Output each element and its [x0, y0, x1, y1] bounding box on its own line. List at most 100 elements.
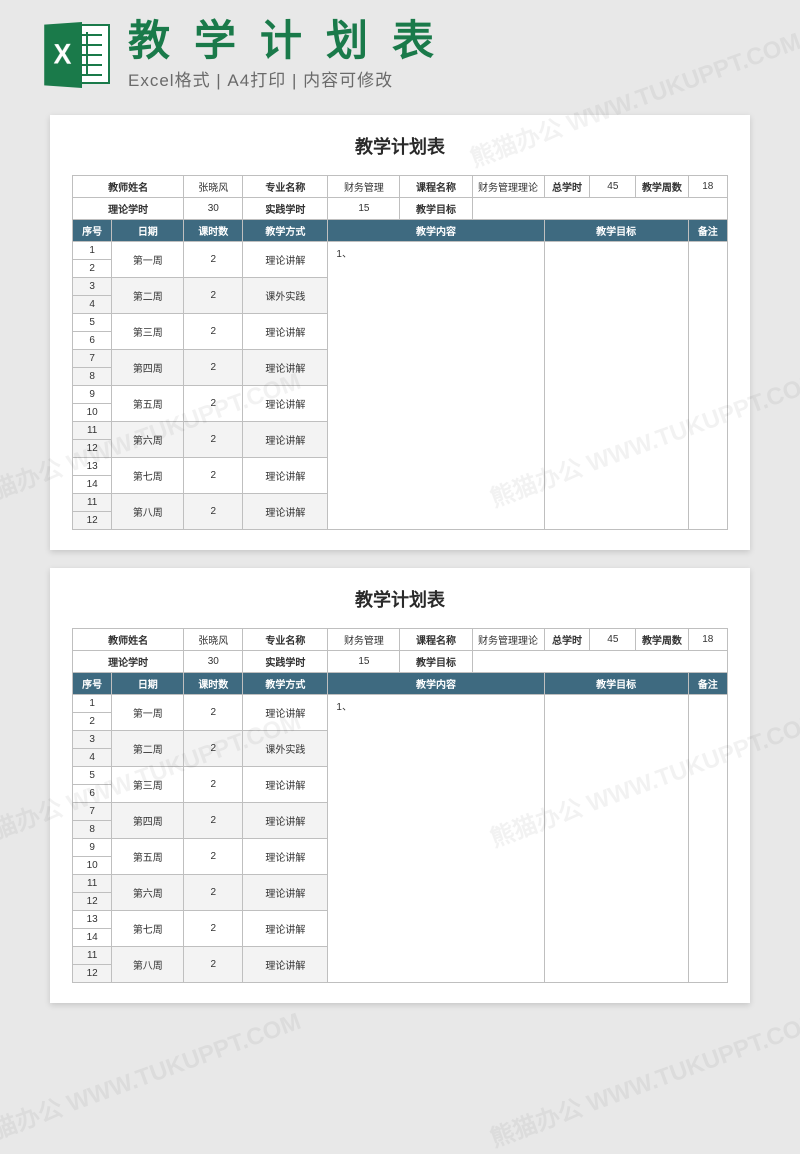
col-goal: 教学目标 — [544, 220, 688, 242]
label-theory-hours: 理论学时 — [73, 198, 184, 220]
cell-seq: 14 — [73, 476, 112, 494]
cell-seq: 1 — [73, 695, 112, 713]
cell-seq: 12 — [73, 440, 112, 458]
cell-remark — [688, 242, 727, 530]
cell-seq: 11 — [73, 494, 112, 512]
cell-goal — [544, 695, 688, 983]
cell-hours: 2 — [184, 494, 243, 530]
label-weeks: 教学周数 — [636, 176, 688, 198]
cell-date: 第六周 — [112, 422, 184, 458]
value-weeks: 18 — [688, 629, 727, 651]
cell-seq: 12 — [73, 512, 112, 530]
table-row: 1第一周2理论讲解1、 — [73, 695, 728, 713]
value-teacher: 张晓风 — [184, 176, 243, 198]
cell-seq: 8 — [73, 821, 112, 839]
excel-icon-letter: X — [53, 38, 71, 71]
cell-hours: 2 — [184, 458, 243, 494]
value-major: 财务管理 — [328, 176, 400, 198]
cell-hours: 2 — [184, 386, 243, 422]
table-header: 序号 日期 课时数 教学方式 教学内容 教学目标 备注 — [73, 220, 728, 242]
cell-seq: 4 — [73, 296, 112, 314]
col-method: 教学方式 — [243, 220, 328, 242]
cell-seq: 14 — [73, 929, 112, 947]
plan-table: 教师姓名 张晓风 专业名称 财务管理 课程名称 财务管理理论 总学时 45 教学… — [72, 628, 728, 983]
cell-seq: 12 — [73, 893, 112, 911]
col-date: 日期 — [112, 673, 184, 695]
cell-seq: 2 — [73, 713, 112, 731]
cell-hours: 2 — [184, 839, 243, 875]
cell-hours: 2 — [184, 350, 243, 386]
cell-date: 第五周 — [112, 839, 184, 875]
cell-date: 第一周 — [112, 695, 184, 731]
cell-date: 第二周 — [112, 731, 184, 767]
label-teach-goal: 教学目标 — [400, 651, 472, 673]
label-practice-hours: 实践学时 — [243, 198, 328, 220]
watermark: 熊猫办公 WWW.TUKUPPT.COM — [0, 1001, 305, 1153]
document-page: 教学计划表 教师姓名 张晓风 专业名称 财务管理 课程名称 财务管理理论 总学时… — [50, 568, 750, 1003]
cell-seq: 13 — [73, 911, 112, 929]
cell-seq: 9 — [73, 839, 112, 857]
cell-hours: 2 — [184, 803, 243, 839]
label-total-hours: 总学时 — [544, 176, 590, 198]
cell-date: 第四周 — [112, 350, 184, 386]
label-theory-hours: 理论学时 — [73, 651, 184, 673]
label-teacher: 教师姓名 — [73, 629, 184, 651]
cell-method: 理论讲解 — [243, 314, 328, 350]
cell-goal — [544, 242, 688, 530]
cell-hours: 2 — [184, 911, 243, 947]
table-row: 1第一周2理论讲解1、 — [73, 242, 728, 260]
col-seq: 序号 — [73, 220, 112, 242]
cell-method: 理论讲解 — [243, 422, 328, 458]
cell-hours: 2 — [184, 731, 243, 767]
cell-seq: 10 — [73, 857, 112, 875]
cell-hours: 2 — [184, 278, 243, 314]
cell-hours: 2 — [184, 422, 243, 458]
cell-hours: 2 — [184, 875, 243, 911]
cell-date: 第八周 — [112, 494, 184, 530]
cell-seq: 10 — [73, 404, 112, 422]
cell-seq: 6 — [73, 785, 112, 803]
value-course: 财务管理理论 — [472, 176, 544, 198]
info-row: 教师姓名 张晓风 专业名称 财务管理 课程名称 财务管理理论 总学时 45 教学… — [73, 176, 728, 198]
value-teach-goal — [472, 651, 727, 673]
page-title: 教学计划表 — [72, 586, 728, 612]
label-major: 专业名称 — [243, 176, 328, 198]
cell-seq: 11 — [73, 875, 112, 893]
value-theory-hours: 30 — [184, 651, 243, 673]
cell-remark — [688, 695, 727, 983]
col-remark: 备注 — [688, 220, 727, 242]
cell-method: 课外实践 — [243, 278, 328, 314]
cell-seq: 3 — [73, 731, 112, 749]
cell-hours: 2 — [184, 314, 243, 350]
value-course: 财务管理理论 — [472, 629, 544, 651]
cell-seq: 12 — [73, 965, 112, 983]
cell-seq: 7 — [73, 803, 112, 821]
cell-hours: 2 — [184, 767, 243, 803]
col-goal: 教学目标 — [544, 673, 688, 695]
col-content: 教学内容 — [328, 673, 544, 695]
cell-hours: 2 — [184, 242, 243, 278]
info-row: 教师姓名 张晓风 专业名称 财务管理 课程名称 财务管理理论 总学时 45 教学… — [73, 629, 728, 651]
cell-method: 理论讲解 — [243, 386, 328, 422]
cell-method: 理论讲解 — [243, 458, 328, 494]
col-content: 教学内容 — [328, 220, 544, 242]
banner-subtitle: Excel格式 | A4打印 | 内容可修改 — [128, 66, 770, 91]
value-total-hours: 45 — [590, 176, 636, 198]
info-row: 理论学时 30 实践学时 15 教学目标 — [73, 651, 728, 673]
value-theory-hours: 30 — [184, 198, 243, 220]
cell-hours: 2 — [184, 947, 243, 983]
cell-method: 理论讲解 — [243, 911, 328, 947]
value-weeks: 18 — [688, 176, 727, 198]
cell-date: 第一周 — [112, 242, 184, 278]
label-major: 专业名称 — [243, 629, 328, 651]
cell-seq: 5 — [73, 767, 112, 785]
cell-hours: 2 — [184, 695, 243, 731]
cell-seq: 11 — [73, 422, 112, 440]
watermark: 熊猫办公 WWW.TUKUPPT.COM — [485, 1001, 800, 1153]
cell-seq: 13 — [73, 458, 112, 476]
cell-seq: 6 — [73, 332, 112, 350]
col-remark: 备注 — [688, 673, 727, 695]
value-total-hours: 45 — [590, 629, 636, 651]
col-date: 日期 — [112, 220, 184, 242]
cell-seq: 3 — [73, 278, 112, 296]
